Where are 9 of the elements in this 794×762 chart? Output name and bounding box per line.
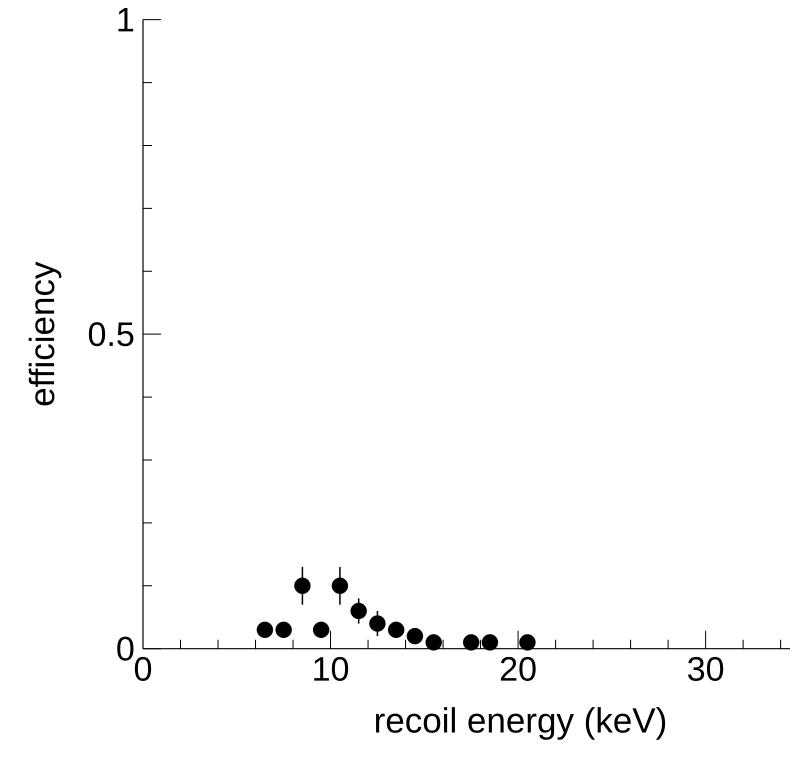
y-tick-label: 1 (118, 8, 134, 32)
x-axis-title: recoil energy (keV) (376, 707, 666, 740)
x-tick-label: 20 (500, 657, 536, 682)
x-tick-label: 10 (314, 657, 348, 682)
y-tick-label: 0.5 (88, 322, 134, 346)
y-tick-label: 0 (117, 636, 134, 661)
y-axis-title: efficiency (28, 262, 62, 406)
x-tick-label: 0 (134, 657, 152, 682)
x-tick-label: 30 (688, 657, 724, 682)
